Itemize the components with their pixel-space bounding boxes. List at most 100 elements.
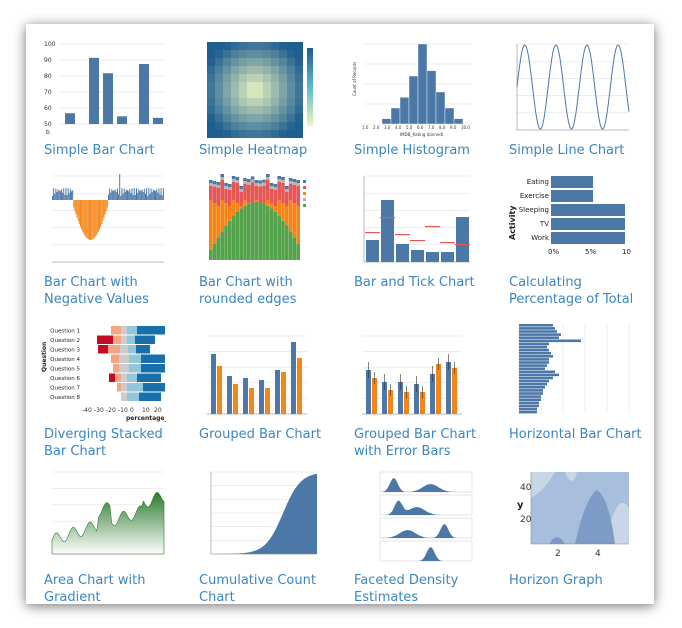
thumbnail-cumulative[interactable] [195, 468, 321, 568]
diverging-segment [108, 345, 120, 354]
stacked-segment [250, 202, 255, 260]
gallery-label[interactable]: Bar Chart with Negative Values [44, 275, 149, 307]
thumbnail-percent-total[interactable]: Eating Exercise Sleeping TV Work 0% 5% 10% Act… [505, 170, 631, 270]
gallery-label[interactable]: Simple Line Chart [509, 143, 625, 158]
bar [147, 195, 149, 200]
gallery-item-cumulative-count[interactable]: Cumulative Count Chart [183, 462, 333, 605]
gallery-item-area-gradient[interactable]: Area Chart with Gradient [28, 462, 178, 605]
gallery-item-bar-chart-rounded[interactable]: Bar Chart with rounded edges [183, 164, 333, 307]
x-tick-label: 3.0 [384, 125, 391, 130]
gallery-item-faceted-density[interactable]: Faceted Density Estimates [338, 462, 488, 605]
thumbnail-simple-line-chart[interactable] [505, 38, 631, 138]
thumbnail-horizon[interactable]: y 40 20 2 4 [505, 468, 631, 568]
bar [115, 192, 117, 200]
thumbnail-density[interactable] [350, 468, 476, 568]
gallery-item-simple-bar-chart[interactable]: b 100 90 80 70 60 50 Simple Bar Chart [28, 32, 178, 172]
gallery-label[interactable]: Grouped Bar Chart with Error Bars [354, 427, 477, 459]
thumbnail-simple-histogram[interactable]: Count of Records IMDB_Rating (binned) 1.… [350, 38, 476, 138]
gallery-item-diverging-stacked[interactable]: Question 1 Question 2 Question 3 Question 4… [28, 316, 178, 459]
heatmap-cell [263, 74, 271, 82]
line-chart-svg [516, 43, 630, 131]
diverging-segment [141, 354, 165, 363]
x-tick-label: 0 [130, 407, 134, 414]
heatmap-cell [215, 82, 223, 90]
gallery-label[interactable]: Diverging Stacked Bar Chart [44, 427, 163, 459]
heatmap-cell [247, 90, 255, 98]
bar-series-a [398, 382, 403, 414]
gallery-label[interactable]: Simple Heatmap [199, 143, 308, 158]
heatmap-cell [295, 130, 303, 138]
question-label: Question 6 [50, 376, 80, 382]
thumbnail-simple-heatmap[interactable] [195, 38, 321, 138]
gallery-item-simple-heatmap[interactable]: Simple Heatmap [183, 32, 333, 172]
gallery-item-bar-chart-negative[interactable]: Bar Chart with Negative Values [28, 164, 178, 307]
bar [155, 190, 157, 200]
stacked-segment [239, 186, 243, 189]
gallery-label[interactable]: Area Chart with Gradient [44, 573, 146, 605]
thumbnail-stacked-weather[interactable] [195, 170, 321, 270]
heatmap-cell [295, 50, 303, 58]
stacked-segment [220, 177, 224, 180]
heatmap-cell [279, 58, 287, 66]
x-tick-label: 20 [154, 407, 162, 414]
bar [68, 193, 70, 200]
gallery-item-grouped-error[interactable]: Grouped Bar Chart with Error Bars [338, 316, 488, 459]
heatmap-cell [247, 122, 255, 130]
stacked-segment [269, 186, 274, 189]
gallery-item-horizontal-bar[interactable]: Horizontal Bar Chart [493, 316, 643, 456]
bar [60, 189, 62, 200]
heatmap-cell [223, 106, 231, 114]
gallery-label[interactable]: Horizon Graph [509, 573, 603, 588]
diverging-segment [127, 335, 135, 344]
bar [124, 191, 126, 200]
bar [159, 194, 161, 200]
stacked-segment [224, 183, 228, 186]
thumbnail-simple-bar-chart[interactable]: b 100 90 80 70 60 50 [40, 38, 166, 138]
gallery-label[interactable]: Simple Bar Chart [44, 143, 155, 158]
gallery-item-grouped-bar[interactable]: Grouped Bar Chart [183, 316, 333, 456]
heatmap-cell [247, 42, 255, 50]
thumbnail-horizontal[interactable] [505, 322, 631, 422]
bar [128, 191, 130, 200]
gallery-item-bar-tick[interactable]: Bar and Tick Chart [338, 164, 488, 304]
heatmap-cell [231, 42, 239, 50]
thumbnail-grouped-error[interactable] [350, 322, 476, 422]
gallery-item-horizon-graph[interactable]: y 40 20 2 4 Horizon Graph [493, 462, 643, 602]
stacked-segment [281, 180, 285, 183]
gallery-label[interactable]: Bar Chart with rounded edges [199, 275, 297, 307]
stacked-segment [292, 182, 297, 185]
thumbnail-negative-bars[interactable] [40, 170, 166, 270]
gallery-label[interactable]: Simple Histogram [354, 143, 470, 158]
gallery-label[interactable]: Grouped Bar Chart [199, 427, 322, 442]
gallery-item-simple-histogram[interactable]: Count of Records IMDB_Rating (binned) 1.… [338, 32, 488, 172]
thumbnail-area-gradient[interactable] [40, 468, 166, 568]
bar [519, 358, 549, 361]
thumbnail-grouped[interactable] [195, 322, 321, 422]
heatmap-cell [223, 42, 231, 50]
stacked-segment [281, 220, 285, 260]
diverging-segment [137, 373, 161, 382]
bar-series-a [446, 362, 451, 414]
bar [519, 333, 561, 336]
gallery-item-simple-line-chart[interactable]: Simple Line Chart [493, 32, 643, 172]
bar-series-a [275, 370, 280, 414]
diverging-segment [127, 373, 137, 382]
stacked-segment [296, 206, 300, 244]
thumbnail-diverging[interactable]: Question 1 Question 2 Question 3 Question 4… [40, 322, 166, 422]
bar [519, 392, 543, 395]
gallery-item-percent-total[interactable]: Eating Exercise Sleeping TV Work 0% 5% 10% Act… [493, 164, 643, 307]
area-series [51, 492, 165, 555]
bar [519, 351, 551, 355]
gallery-label[interactable]: Bar and Tick Chart [354, 275, 475, 290]
heatmap-cell [271, 82, 279, 90]
gallery-label[interactable]: Calculating Percentage of Total [509, 275, 634, 307]
stacked-segment [250, 179, 255, 183]
gallery-label[interactable]: Cumulative Count Chart [199, 573, 316, 605]
heatmap-cell [263, 106, 271, 114]
diverging-segment [119, 364, 129, 373]
bar [157, 192, 159, 200]
thumbnail-bar-tick[interactable] [350, 170, 476, 270]
bar [160, 188, 162, 200]
gallery-label[interactable]: Faceted Density Estimates [354, 573, 459, 605]
gallery-label[interactable]: Horizontal Bar Chart [509, 427, 642, 442]
